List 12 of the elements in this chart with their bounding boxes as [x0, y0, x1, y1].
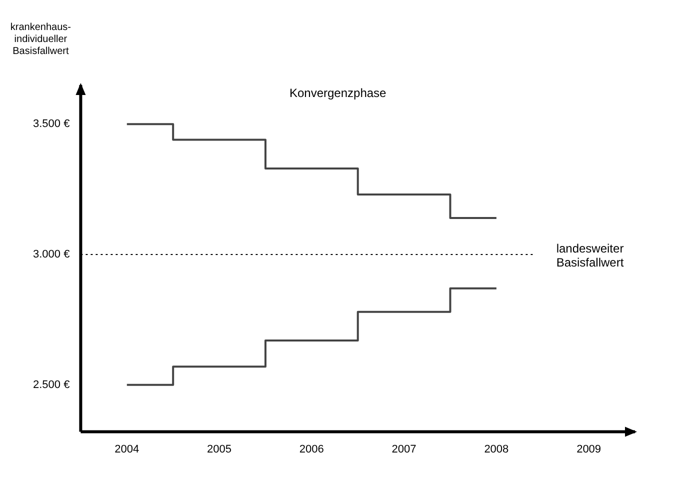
y-axis-title: krankenhaus- individueller Basisfallwert [10, 22, 71, 57]
x-tick-label: 2007 [392, 443, 416, 456]
y-tick-label: 3.000 € [33, 248, 70, 261]
x-tick-label: 2005 [207, 443, 232, 456]
annotation: Konvergenzphase [289, 86, 387, 100]
x-tick-label: 2009 [576, 443, 602, 456]
x-tick-label: 2006 [299, 443, 324, 456]
y-tick-label: 3.500 € [33, 118, 70, 130]
x-tick-label: 2008 [484, 443, 509, 456]
y-tick-label: 2.500 € [33, 378, 70, 391]
ref-line-label: landesweiter Basisfallwert [556, 241, 624, 270]
x-tick-label: 2004 [114, 443, 140, 456]
